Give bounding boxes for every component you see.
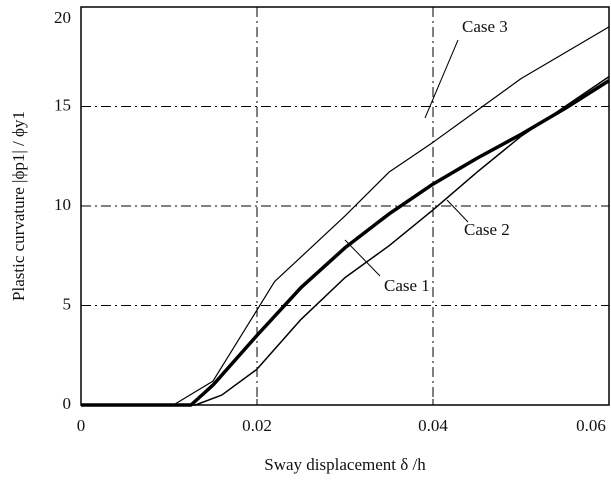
annotation: Case 2 xyxy=(464,220,510,239)
series-line xyxy=(81,79,610,407)
y-tick-label: 15 xyxy=(54,95,71,114)
y-tick-label: 5 xyxy=(63,294,72,313)
y-tick-label: 0 xyxy=(63,394,72,413)
series-line xyxy=(81,26,610,406)
leader-line xyxy=(424,39,459,119)
x-tick-label: 0.02 xyxy=(242,416,272,435)
annotation: Case 3 xyxy=(462,17,508,36)
leader-line xyxy=(446,199,469,223)
x-tick-label: 0.06 xyxy=(576,416,606,435)
leader-line xyxy=(344,239,381,277)
x-axis-label: Sway displacement δ /h xyxy=(264,455,426,474)
annotation: Case 1 xyxy=(384,276,430,295)
series-line xyxy=(81,76,610,406)
y-tick-label: 10 xyxy=(54,195,71,214)
y-axis-label: Plastic curvature |ϕp1| / ϕy1 xyxy=(9,111,28,301)
y-tick-label: 20 xyxy=(54,8,71,27)
x-tick-label: 0 xyxy=(77,416,86,435)
x-tick-label: 0.04 xyxy=(418,416,448,435)
